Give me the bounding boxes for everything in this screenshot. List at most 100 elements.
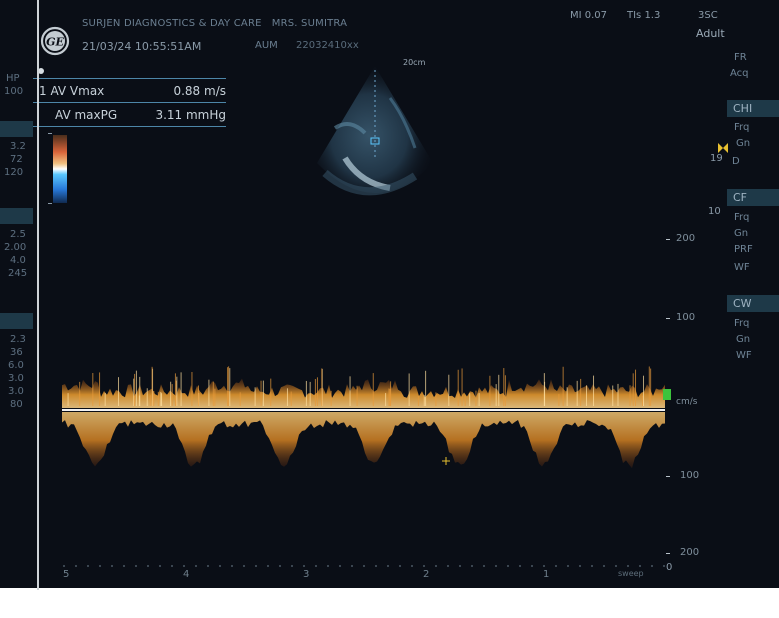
time-axis-dot (231, 565, 233, 567)
time-axis-dot (111, 565, 113, 567)
reverse-flow-envelope (62, 412, 665, 469)
time-axis-dot (135, 565, 137, 567)
panel-item[interactable]: D (732, 156, 740, 167)
time-label: 1 (543, 569, 550, 580)
left-strip-text: 2.3 36 6.0 3.0 3.0 80 (0, 333, 36, 411)
exam-mode: AUM (255, 40, 278, 51)
panel-item[interactable]: Acq (730, 68, 749, 79)
left-strip-text: 3.2 72 120 (0, 140, 36, 179)
time-axis-dot (123, 565, 125, 567)
panel-item[interactable]: Frq (734, 212, 750, 223)
measurement-row[interactable]: AV maxPG 3.11 mmHg (33, 104, 226, 127)
panel-section-cf[interactable]: CF (727, 189, 779, 206)
time-axis-dot (315, 565, 317, 567)
time-axis-dot (507, 565, 509, 567)
spectral-doppler-trace (62, 366, 665, 567)
left-strip-fragment: 80 (10, 399, 23, 410)
left-strip-text: HP 100 (0, 72, 36, 98)
left-strip-fragment: 4.0 (10, 255, 26, 266)
panel-item[interactable]: FR (734, 52, 747, 63)
ultrasound-screen: HP 100 3.2 72 120 2.5 2.00 4.0 245 2.3 3… (0, 0, 779, 588)
measurement-panel: 1 AV Vmax 0.88 m/s AV maxPG 3.11 mmHg (33, 64, 226, 127)
measurement-label: 1 AV Vmax (39, 84, 105, 98)
time-axis-dot (147, 565, 149, 567)
depth-label: 20cm (403, 58, 426, 67)
color-scale-tick (48, 133, 52, 134)
time-axis (63, 565, 665, 567)
measurement-header (33, 64, 226, 79)
panel-section-cw[interactable]: CW (727, 295, 779, 312)
left-strip-fragment: 245 (8, 268, 28, 279)
preset-name: Adult (696, 27, 725, 40)
left-strip-fragment: 3.0 (8, 386, 24, 397)
time-axis-dot (459, 565, 461, 567)
spectral-spikes (67, 366, 652, 406)
time-axis-dot (603, 565, 605, 567)
color-scale-tick (48, 203, 52, 204)
chi-marker-value: 19 (710, 153, 723, 164)
panel-item[interactable]: Gn (734, 228, 749, 239)
panel-item[interactable]: Frq (734, 318, 750, 329)
svg-text:GE: GE (46, 36, 64, 49)
velocity-tick (666, 318, 670, 319)
time-axis-dot (63, 565, 65, 567)
time-axis-dot (267, 565, 269, 567)
forward-flow-band (62, 378, 665, 408)
measurement-cursor-icon (442, 457, 450, 465)
time-axis-dot (303, 565, 305, 567)
velocity-tick (666, 553, 670, 554)
velocity-tick (666, 239, 670, 240)
left-strip-text: 2.5 2.00 4.0 245 (0, 228, 36, 280)
time-axis-dot (423, 565, 425, 567)
panel-item[interactable]: PRF (734, 244, 753, 255)
color-flow-scale-bar (53, 135, 67, 203)
panel-item[interactable]: Frq (734, 122, 750, 133)
time-axis-dot (543, 565, 545, 567)
time-axis-dot (411, 565, 413, 567)
panel-item[interactable]: WF (734, 262, 750, 273)
left-strip-fragment: 36 (10, 347, 23, 358)
time-axis-dot (159, 565, 161, 567)
left-strip-fragment: 72 (10, 154, 23, 165)
time-label: 3 (303, 569, 310, 580)
reverse-flow-band (62, 412, 665, 469)
left-strip-fragment: 2.5 (10, 229, 26, 240)
time-axis-dot (579, 565, 581, 567)
monitor-frame-edge (37, 0, 39, 590)
panel-item[interactable]: WF (736, 350, 752, 361)
time-axis-dot (399, 565, 401, 567)
time-axis-dot (567, 565, 569, 567)
time-label: 2 (423, 569, 430, 580)
left-strip-block (0, 121, 33, 137)
time-axis-dot (99, 565, 101, 567)
cf-marker-value: 10 (708, 206, 721, 217)
panel-item[interactable]: Gn (736, 334, 751, 345)
velocity-label: 100 (680, 470, 700, 481)
time-axis-dot (171, 565, 173, 567)
panel-item[interactable]: Gn (736, 138, 751, 149)
time-axis-dot (279, 565, 281, 567)
time-axis-dot (255, 565, 257, 567)
baseline-marker[interactable] (663, 389, 671, 400)
exam-datetime: 21/03/24 10:55:51AM (82, 40, 202, 53)
time-axis-dot (555, 565, 557, 567)
measurement-dot-icon (38, 68, 44, 74)
time-axis-dot (663, 565, 665, 567)
left-strip-fragment: 3.2 (10, 141, 26, 152)
time-axis-dot (327, 565, 329, 567)
panel-section-chi[interactable]: CHI (727, 100, 779, 117)
time-label: 5 (63, 569, 70, 580)
measurement-row[interactable]: 1 AV Vmax 0.88 m/s (33, 80, 226, 103)
time-axis-dot (87, 565, 89, 567)
time-axis-dot (615, 565, 617, 567)
time-axis-dot (375, 565, 377, 567)
velocity-label: 200 (676, 233, 696, 244)
bow-tie-marker-icon (718, 143, 728, 153)
left-strip-fragment: 2.00 (4, 242, 27, 253)
time-axis-dot (435, 565, 437, 567)
time-label: 4 (183, 569, 190, 580)
time-axis-dot (627, 565, 629, 567)
left-strip-fragment: 3.0 (8, 373, 24, 384)
time-axis-dot (243, 565, 245, 567)
time-axis-dot (183, 565, 185, 567)
